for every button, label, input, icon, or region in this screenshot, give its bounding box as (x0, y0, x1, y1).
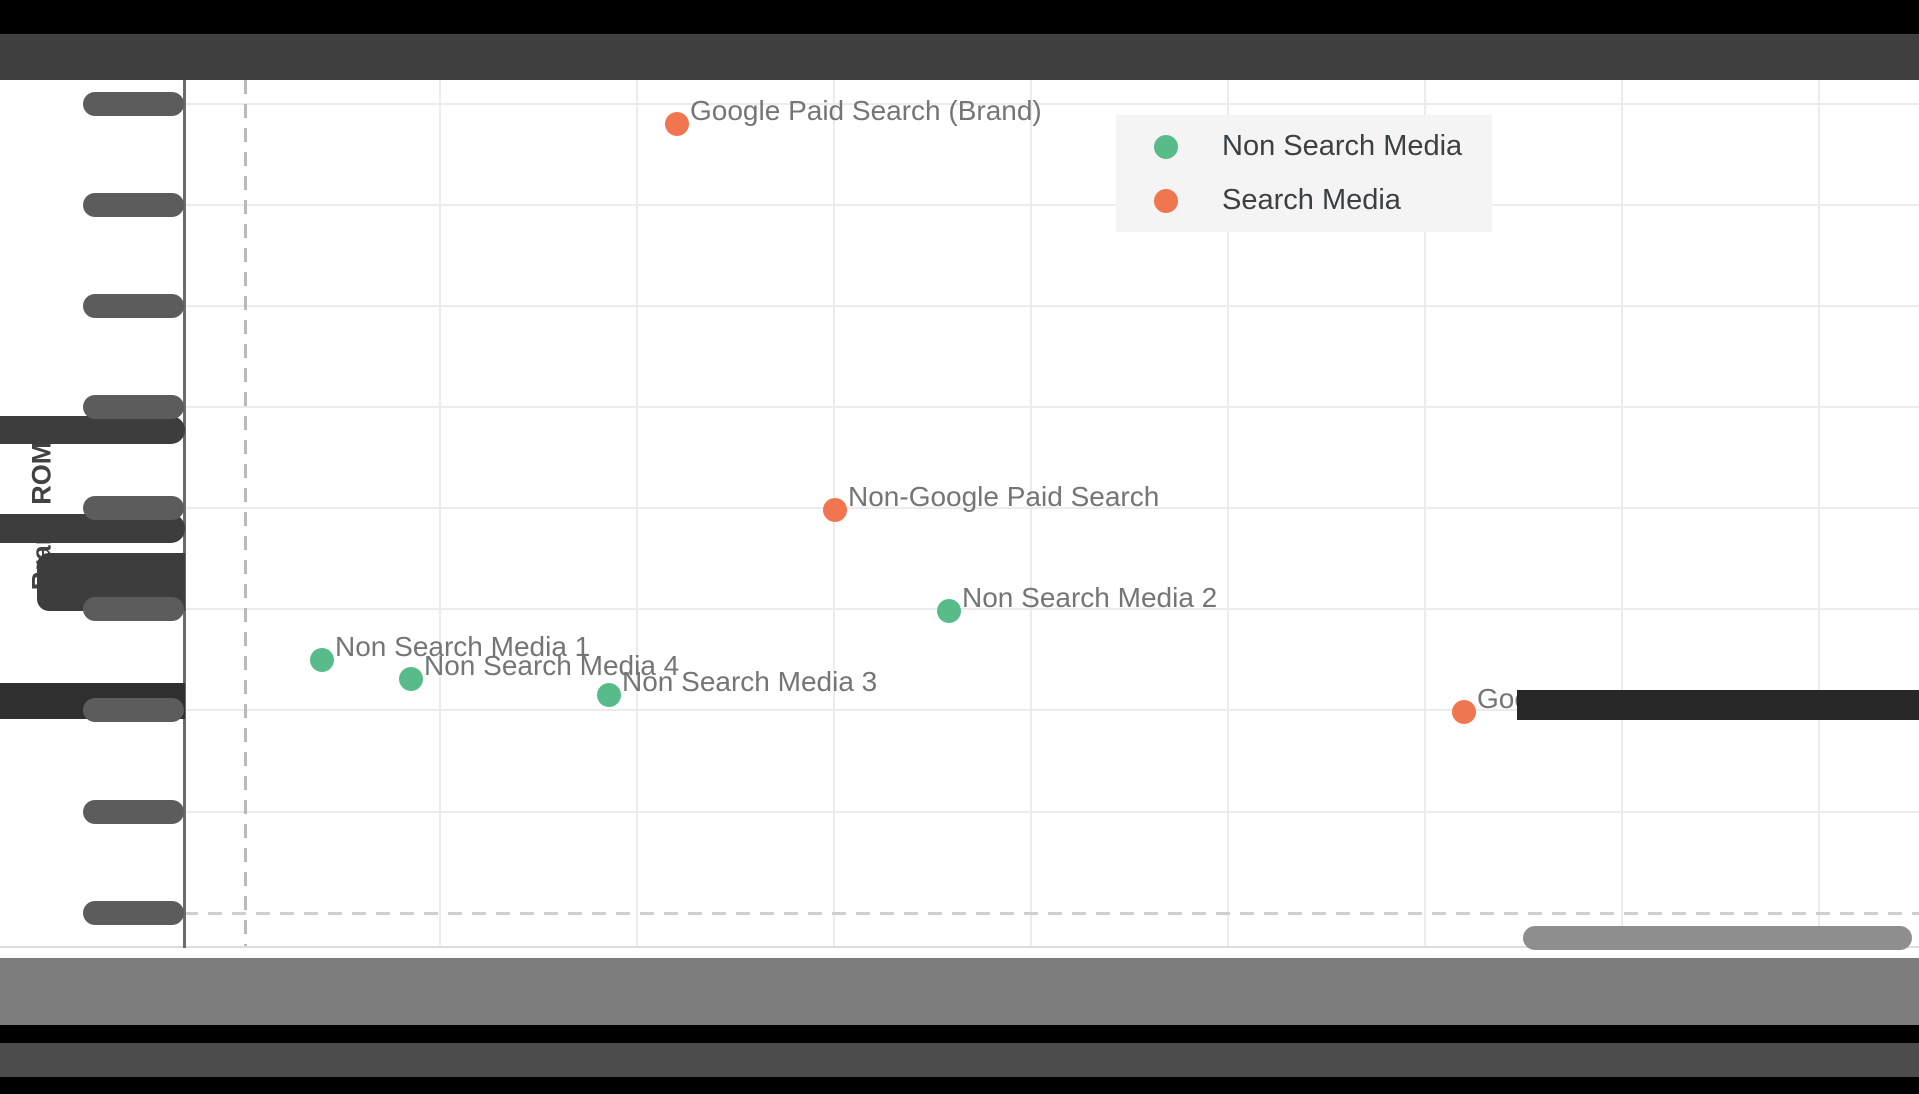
legend: Non Search Media Search Media (1116, 115, 1492, 232)
gridline-horizontal (184, 709, 1919, 711)
gridline-horizontal (184, 305, 1919, 307)
legend-label: Search Media (1222, 184, 1401, 216)
data-point-label: Non Search Media 3 (622, 666, 878, 697)
redacted-x-tick-labels-bar (0, 958, 1919, 1025)
gridline-horizontal (184, 507, 1919, 509)
redacted-y-tick-label (83, 294, 184, 318)
x-axis-line (0, 946, 1919, 948)
legend-swatch-search-media (1154, 188, 1178, 213)
y-axis-line (183, 80, 186, 948)
data-point[interactable] (823, 498, 847, 522)
redacted-y-tick-label (83, 597, 184, 621)
gridline-vertical (636, 80, 638, 948)
zero-line-horizontal (184, 912, 1919, 915)
data-point-label: Non-Google Paid Search (848, 481, 1160, 512)
legend-label: Non Search Media (1222, 130, 1463, 162)
data-point[interactable] (399, 667, 423, 691)
redacted-y-tick-label (83, 698, 184, 722)
data-point[interactable] (665, 112, 689, 136)
redacted-chart-title-bar (0, 34, 1919, 80)
legend-item-search-media[interactable]: Search Media (1116, 178, 1492, 224)
gridline-horizontal (184, 608, 1919, 610)
data-point-label: Non Search Media 4 (424, 650, 680, 681)
data-point[interactable] (937, 599, 961, 623)
gridline-horizontal (184, 811, 1919, 813)
gridline-horizontal (184, 406, 1919, 408)
gridline-vertical (1424, 80, 1426, 948)
legend-item-non-search-media[interactable]: Non Search Media (1116, 124, 1492, 170)
redaction-bar (0, 416, 185, 444)
gridline-horizontal (184, 103, 1919, 105)
gridline-vertical (1030, 80, 1032, 948)
redacted-y-tick-label (83, 395, 184, 419)
redaction-bar-point-label (1517, 690, 1919, 720)
data-point-label: Google Paid Search (Brand) (690, 95, 1042, 126)
gridline-vertical (1227, 80, 1229, 948)
data-point[interactable] (1452, 700, 1476, 724)
redacted-y-tick-label (83, 92, 184, 116)
gridline-vertical (1621, 80, 1623, 948)
gridline-horizontal (184, 204, 1919, 206)
points-layer: Non Search Media 1 Non Search Media 2 Non … (0, 80, 1919, 958)
data-point-label: Non Search Media 1 (335, 631, 591, 662)
legend-swatch-non-search-media (1154, 134, 1178, 159)
gridline-vertical (1818, 80, 1820, 948)
redacted-y-tick-label (83, 800, 184, 824)
redacted-x-axis-title-bar (0, 1043, 1919, 1077)
redacted-y-tick-label (83, 901, 184, 925)
zero-line-vertical (244, 80, 247, 948)
data-point[interactable] (597, 683, 621, 707)
gridline-vertical (439, 80, 441, 948)
redaction-bar-annotation (1523, 926, 1912, 950)
redacted-y-tick-label (83, 496, 184, 520)
data-point-label: Non Search Media 2 (962, 582, 1218, 613)
data-point[interactable] (310, 648, 334, 672)
redacted-y-tick-label (83, 193, 184, 217)
